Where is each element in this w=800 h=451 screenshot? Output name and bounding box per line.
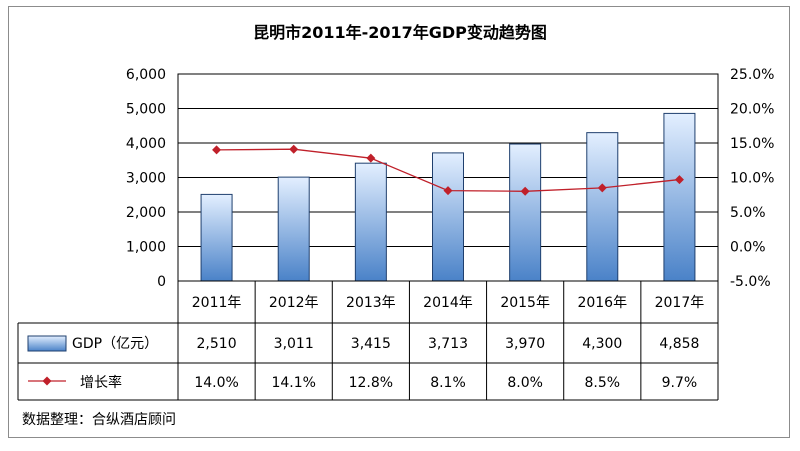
growth-value-label: 12.8% bbox=[349, 375, 393, 391]
growth-rate-marker bbox=[520, 186, 530, 196]
gdp-bar bbox=[432, 152, 464, 282]
gdp-value-label: 2,510 bbox=[197, 336, 237, 352]
right-axis-tick-label: 5.0% bbox=[730, 205, 766, 221]
growth-rate-marker bbox=[674, 175, 684, 185]
legend-line-marker bbox=[42, 376, 52, 386]
growth-rate-marker bbox=[443, 186, 453, 196]
right-axis-tick-label: -5.0% bbox=[730, 274, 771, 290]
right-axis-tick-label: 25.0% bbox=[730, 67, 774, 83]
left-axis-tick-label: 0 bbox=[157, 274, 166, 290]
gdp-value-label: 4,300 bbox=[582, 336, 622, 352]
category-label: 2014年 bbox=[423, 295, 473, 311]
growth-value-label: 9.7% bbox=[662, 375, 698, 391]
growth-rate-marker bbox=[212, 145, 222, 155]
left-axis-tick-label: 2,000 bbox=[126, 205, 166, 221]
legend-growth-label: 增长率 bbox=[80, 374, 122, 391]
category-label: 2016年 bbox=[577, 295, 627, 311]
right-axis-tick-label: 0.0% bbox=[730, 240, 766, 256]
left-axis-tick-label: 5,000 bbox=[126, 102, 166, 118]
growth-value-label: 14.0% bbox=[194, 375, 238, 391]
gdp-value-label: 3,970 bbox=[505, 336, 545, 352]
chart-frame bbox=[8, 6, 790, 438]
right-axis-tick-label: 15.0% bbox=[730, 136, 774, 152]
left-axis-tick-label: 3,000 bbox=[126, 171, 166, 187]
gdp-bar bbox=[663, 112, 696, 282]
growth-value-label: 8.0% bbox=[507, 375, 543, 391]
gdp-bar bbox=[509, 143, 542, 282]
left-axis-tick-label: 1,000 bbox=[126, 240, 166, 256]
growth-rate-marker bbox=[289, 144, 299, 154]
gdp-bar bbox=[586, 132, 619, 282]
gdp-value-label: 3,011 bbox=[274, 336, 314, 352]
gdp-bar bbox=[354, 162, 387, 282]
growth-value-label: 8.1% bbox=[430, 375, 466, 391]
growth-value-label: 14.1% bbox=[271, 375, 315, 391]
left-axis-tick-label: 4,000 bbox=[126, 136, 166, 152]
gdp-bar bbox=[200, 193, 233, 282]
growth-value-label: 8.5% bbox=[584, 375, 620, 391]
category-label: 2012年 bbox=[269, 295, 319, 311]
growth-rate-marker bbox=[366, 153, 376, 163]
left-axis-tick-label: 6,000 bbox=[126, 67, 166, 83]
growth-rate-marker bbox=[597, 183, 607, 193]
chart-title: 昆明市2011年-2017年GDP变动趋势图 bbox=[253, 23, 547, 42]
right-axis-tick-label: 10.0% bbox=[730, 171, 774, 187]
category-label: 2011年 bbox=[192, 295, 242, 311]
category-label: 2013年 bbox=[346, 295, 396, 311]
category-label: 2017年 bbox=[655, 295, 705, 311]
source-note: 数据整理：合纵酒店顾问 bbox=[22, 412, 176, 428]
category-label: 2015年 bbox=[500, 295, 550, 311]
gdp-value-label: 4,858 bbox=[659, 336, 699, 352]
gdp-value-label: 3,713 bbox=[428, 336, 468, 352]
gdp-bar bbox=[277, 176, 310, 282]
right-axis-tick-label: 20.0% bbox=[730, 102, 774, 118]
legend-gdp-label: GDP（亿元） bbox=[72, 336, 158, 352]
legend-bar-swatch bbox=[27, 335, 67, 352]
gdp-value-label: 3,415 bbox=[351, 336, 391, 352]
